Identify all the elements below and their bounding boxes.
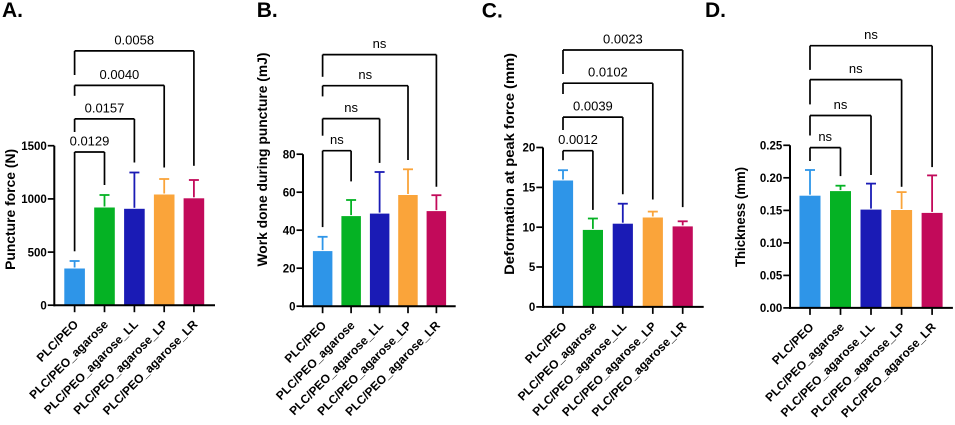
- svg-text:D.: D.: [705, 0, 726, 22]
- svg-text:B.: B.: [257, 0, 278, 22]
- svg-text:0.0039: 0.0039: [573, 99, 613, 114]
- svg-text:A.: A.: [2, 0, 23, 22]
- svg-text:40: 40: [283, 225, 296, 237]
- svg-text:ns: ns: [864, 27, 878, 42]
- svg-text:20: 20: [523, 143, 536, 155]
- svg-text:1500: 1500: [21, 141, 47, 153]
- svg-text:60: 60: [283, 187, 296, 199]
- svg-text:0.0023: 0.0023: [603, 32, 643, 47]
- svg-text:80: 80: [283, 149, 296, 161]
- svg-text:0.0157: 0.0157: [85, 100, 125, 115]
- svg-text:0: 0: [289, 301, 295, 313]
- svg-text:ns: ns: [818, 129, 832, 144]
- svg-text:0.25: 0.25: [760, 141, 783, 153]
- svg-text:0.20: 0.20: [760, 173, 782, 185]
- svg-text:ns: ns: [344, 100, 358, 115]
- svg-text:ns: ns: [373, 36, 387, 51]
- svg-text:0.0129: 0.0129: [70, 134, 110, 149]
- svg-text:500: 500: [28, 247, 47, 259]
- svg-text:Work done during puncture (mJ): Work done during puncture (mJ): [255, 53, 270, 267]
- svg-text:ns: ns: [834, 97, 848, 112]
- svg-text:ns: ns: [849, 61, 863, 76]
- svg-text:15: 15: [523, 183, 536, 195]
- svg-text:ns: ns: [358, 67, 372, 82]
- svg-text:0: 0: [40, 300, 46, 312]
- svg-text:0.0040: 0.0040: [100, 67, 140, 82]
- svg-text:1000: 1000: [21, 194, 47, 206]
- svg-text:10: 10: [523, 222, 536, 234]
- svg-text:ns: ns: [330, 132, 344, 147]
- svg-text:0.0012: 0.0012: [558, 132, 598, 147]
- svg-text:Puncture force (N): Puncture force (N): [3, 149, 18, 270]
- svg-text:C.: C.: [482, 0, 503, 23]
- svg-text:0.0102: 0.0102: [588, 65, 628, 80]
- svg-text:Deformation at peak force (mm): Deformation at peak force (mm): [502, 53, 517, 275]
- svg-text:0.00: 0.00: [760, 303, 782, 315]
- svg-text:0: 0: [529, 302, 535, 314]
- svg-text:0.15: 0.15: [760, 206, 783, 218]
- svg-text:0.0058: 0.0058: [114, 32, 154, 47]
- svg-text:5: 5: [529, 262, 536, 274]
- svg-text:20: 20: [283, 263, 296, 275]
- svg-text:Thickness (mm): Thickness (mm): [733, 167, 748, 267]
- svg-text:0.10: 0.10: [760, 238, 782, 250]
- svg-text:0.05: 0.05: [760, 271, 783, 283]
